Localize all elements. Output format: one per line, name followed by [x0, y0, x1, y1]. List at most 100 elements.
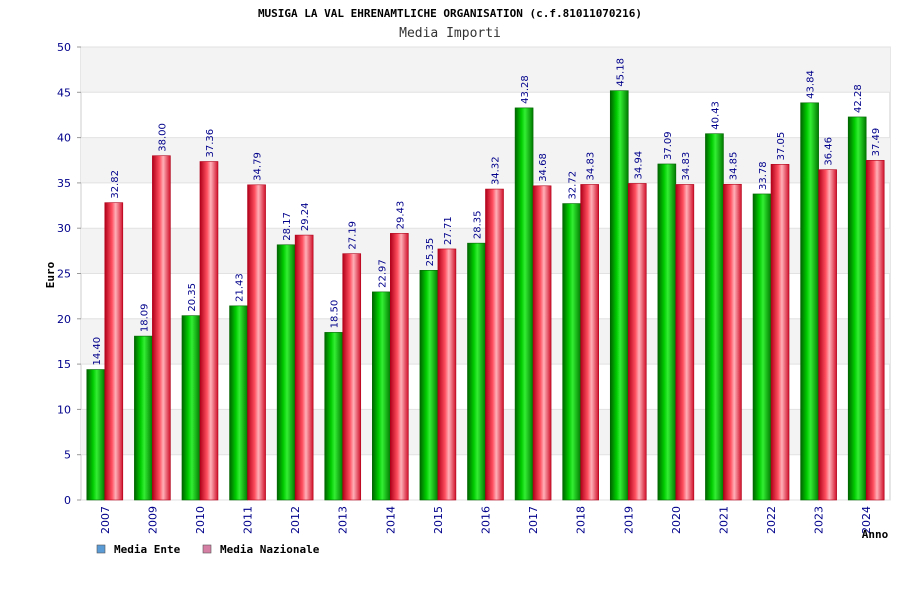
value-labels: 14.40 32.82 18.09 38.00 20.35 37.36 21.43 34.79… [92, 58, 882, 366]
value-label: 27.19 [348, 221, 359, 250]
y-tick-label: 5 [64, 449, 71, 462]
x-axis-label: Anno [862, 528, 889, 541]
bar-media-ente-2019 [609, 90, 629, 501]
bar-media-nazionale-2019 [627, 183, 647, 501]
bar-media-nazionale-2013 [342, 253, 362, 501]
bar-media-nazionale-2010 [199, 161, 219, 501]
bar-media-nazionale-2014 [390, 233, 409, 501]
x-tick-label: 2017 [527, 506, 540, 534]
chart-title: MUSIGA LA VAL EHRENAMTLICHE ORGANISATION… [258, 7, 642, 20]
legend-swatch [202, 544, 212, 554]
value-label: 42.28 [853, 84, 864, 113]
bar-media-ente-2011 [229, 305, 248, 501]
value-label: 43.28 [520, 75, 531, 104]
bar-media-ente-2023 [800, 102, 819, 501]
y-tick-label: 25 [57, 268, 71, 281]
value-label: 29.24 [300, 202, 311, 231]
value-label: 32.72 [568, 171, 579, 200]
value-label: 33.78 [758, 161, 769, 190]
x-tick-label: 2014 [384, 506, 397, 534]
value-label: 18.50 [330, 300, 341, 329]
x-tick-label: 2022 [765, 506, 778, 534]
value-label: 29.43 [395, 201, 406, 230]
x-tick-label: 2023 [813, 506, 826, 534]
bars [86, 90, 885, 501]
legend-swatch [96, 544, 106, 554]
x-tick-label: 2011 [242, 506, 255, 534]
value-label: 28.35 [473, 211, 484, 240]
y-tick-label: 0 [64, 494, 71, 507]
bar-media-nazionale-2012 [294, 234, 314, 501]
value-label: 34.68 [538, 153, 549, 182]
value-label: 34.79 [253, 152, 264, 181]
grid-band [81, 47, 890, 93]
value-label: 28.17 [282, 212, 293, 241]
x-tick-label: 2010 [194, 506, 207, 534]
bar-media-ente-2022 [752, 193, 772, 501]
bar-media-ente-2018 [562, 203, 581, 501]
value-label: 38.00 [157, 123, 168, 152]
value-label: 43.84 [806, 70, 817, 99]
x-tick-label: 2018 [575, 506, 588, 534]
value-label: 32.82 [110, 170, 121, 199]
value-label: 22.97 [377, 259, 388, 288]
value-label: 36.46 [824, 137, 835, 166]
bar-media-nazionale-2017 [532, 185, 552, 501]
y-tick-label: 30 [57, 222, 71, 235]
y-tick-label: 10 [57, 403, 71, 416]
bar-media-nazionale-2022 [770, 164, 790, 501]
value-label: 34.83 [586, 152, 597, 181]
bar-media-ente-2016 [467, 242, 486, 501]
x-tick-label: 2019 [622, 506, 635, 534]
y-tick-label: 15 [57, 358, 71, 371]
value-label: 37.49 [871, 128, 882, 157]
bar-media-nazionale-2015 [437, 248, 457, 501]
value-label: 40.43 [710, 101, 721, 130]
bar-media-ente-2024 [847, 116, 867, 501]
value-label: 37.09 [663, 131, 674, 160]
bar-media-nazionale-2024 [865, 160, 885, 501]
bar-media-nazionale-2023 [818, 169, 837, 501]
x-axis-ticks: 2007 2009 2010 2011 2012 2013 2014 2015 2016 2017… [99, 506, 873, 534]
x-tick-label: 2012 [289, 506, 302, 534]
legend-label: Media Ente [114, 543, 181, 556]
y-tick-label: 40 [57, 132, 71, 145]
value-label: 34.85 [728, 152, 739, 181]
y-tick-label: 20 [57, 313, 71, 326]
chart-subtitle: Media Importi [399, 26, 501, 41]
x-tick-label: 2021 [717, 506, 730, 534]
bar-media-ente-2013 [324, 332, 344, 501]
bar-media-nazionale-2021 [723, 183, 742, 501]
bar-media-ente-2015 [419, 270, 439, 501]
y-tick-label: 50 [57, 41, 71, 54]
x-tick-label: 2007 [99, 506, 112, 534]
x-tick-label: 2020 [670, 506, 683, 534]
y-tick-label: 35 [57, 177, 71, 190]
legend: Media Ente Media Nazionale [96, 543, 320, 556]
value-label: 45.18 [615, 58, 626, 87]
value-label: 18.09 [139, 303, 150, 332]
bar-media-nazionale-2007 [104, 202, 124, 501]
x-tick-label: 2013 [337, 506, 350, 534]
y-axis-ticks: 0 5 10 15 20 25 30 35 40 45 50 [57, 41, 81, 507]
x-tick-label: 2015 [432, 506, 445, 534]
x-tick-label: 2009 [146, 506, 159, 534]
x-tick-label: 2016 [480, 506, 493, 534]
bar-media-nazionale-2018 [580, 184, 599, 501]
value-label: 34.32 [491, 156, 502, 185]
value-label: 37.05 [776, 132, 787, 161]
value-label: 21.43 [235, 273, 246, 302]
bar-media-ente-2012 [276, 244, 296, 501]
value-label: 37.36 [205, 129, 216, 158]
y-axis-label: Euro [44, 261, 57, 288]
bar-media-ente-2017 [514, 107, 534, 501]
bar-media-nazionale-2011 [247, 184, 266, 501]
y-tick-label: 45 [57, 86, 71, 99]
bar-media-nazionale-2009 [152, 155, 171, 501]
value-label: 27.71 [443, 216, 454, 245]
value-label: 34.83 [681, 152, 692, 181]
value-label: 25.35 [425, 238, 436, 267]
bar-media-ente-2009 [134, 335, 153, 501]
value-label: 34.94 [633, 151, 644, 180]
bar-media-ente-2020 [657, 163, 677, 501]
